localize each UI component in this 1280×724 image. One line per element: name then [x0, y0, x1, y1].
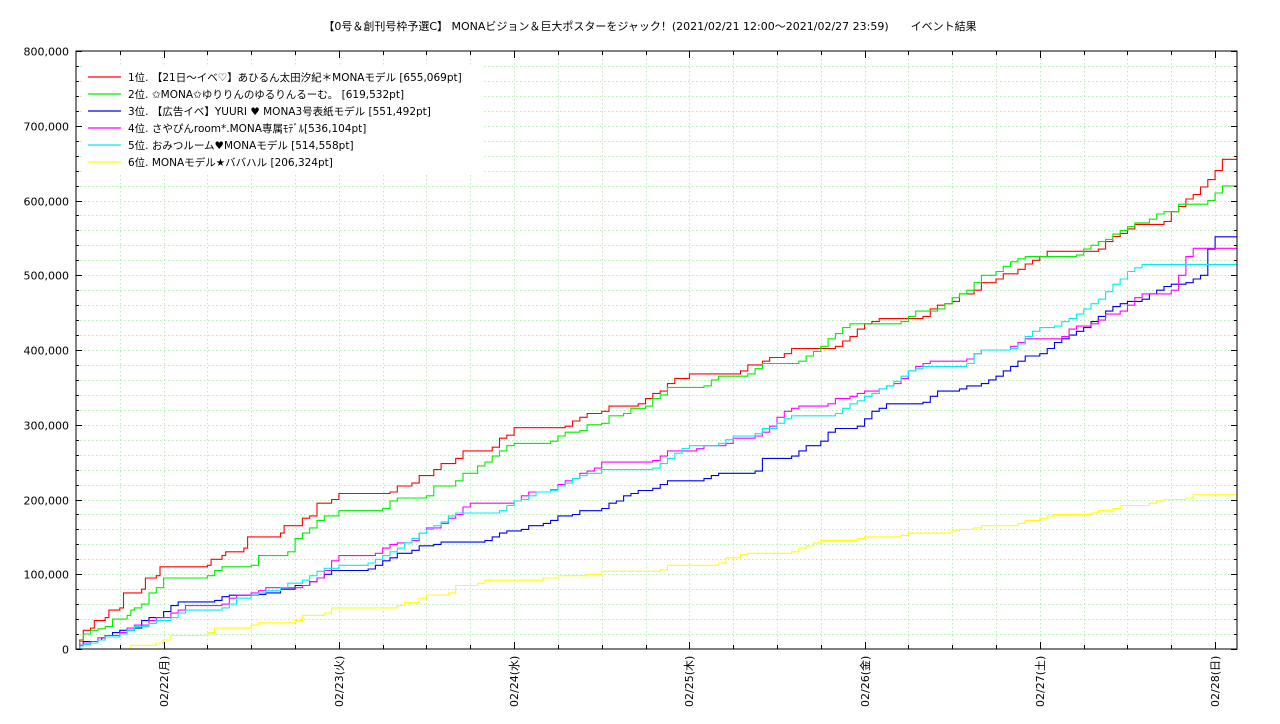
legend-label-4: 4位. さやぴんroom*.MONA専属ﾓﾃﾞﾙ[536,104pt] — [128, 122, 366, 135]
x-tick-label: 02/22(月) — [158, 656, 171, 707]
legend-label-2: 2位. ✩MONA✩ゆりりんのゆるりんるーむ。 [619,532pt] — [128, 88, 404, 101]
y-tick-label: 200,000 — [24, 495, 70, 508]
x-tick-label: 02/24(水) — [508, 656, 521, 707]
y-tick-label: 100,000 — [24, 569, 70, 582]
chart-title: 【0号＆創刊号枠予選C】 MONAビジョン＆巨大ポスターをジャック！(2021/… — [323, 19, 976, 33]
y-tick-label: 300,000 — [24, 420, 70, 433]
y-tick-label: 600,000 — [24, 196, 70, 209]
y-tick-label: 800,000 — [24, 46, 70, 59]
x-tick-label: 02/27(土) — [1034, 656, 1047, 707]
series-line-2 — [76, 185, 1237, 650]
y-tick-label: 400,000 — [24, 345, 70, 358]
legend-box — [82, 66, 482, 174]
legend-label-3: 3位. 【広告イベ】YUURI ♥ MONA3号表紙モデル [551,492pt… — [128, 105, 431, 118]
series-line-6 — [76, 494, 1237, 650]
series-line-5 — [76, 263, 1237, 650]
x-tick-label: 02/28(日) — [1209, 656, 1222, 707]
series-layer — [76, 158, 1237, 650]
legend-label-5: 5位. おみつルーム♥MONAモデル [514,558pt] — [128, 139, 354, 152]
series-line-4 — [76, 247, 1237, 650]
x-tick-label: 02/26(金) — [858, 656, 872, 707]
legend: 1位. 【21日〜イベ♡】あひるん太田汐紀＊MONAモデル [655,069pt… — [82, 66, 482, 174]
x-tick-label: 02/25(木) — [683, 656, 696, 707]
legend-label-1: 1位. 【21日〜イベ♡】あひるん太田汐紀＊MONAモデル [655,069pt… — [128, 71, 462, 84]
axes: 0 100,000 200,000 300,000 400,000 500,000 600,… — [24, 46, 1237, 707]
series-line-1 — [76, 158, 1237, 650]
y-tick-label: 700,000 — [24, 121, 70, 134]
legend-label-6: 6位. MONAモデル★ババハル [206,324pt] — [128, 156, 333, 169]
y-tick-label: 0 — [62, 644, 69, 657]
y-tick-label: 500,000 — [24, 270, 70, 283]
series-line-3 — [76, 236, 1237, 650]
x-tick-label: 02/23(火) — [333, 656, 346, 707]
